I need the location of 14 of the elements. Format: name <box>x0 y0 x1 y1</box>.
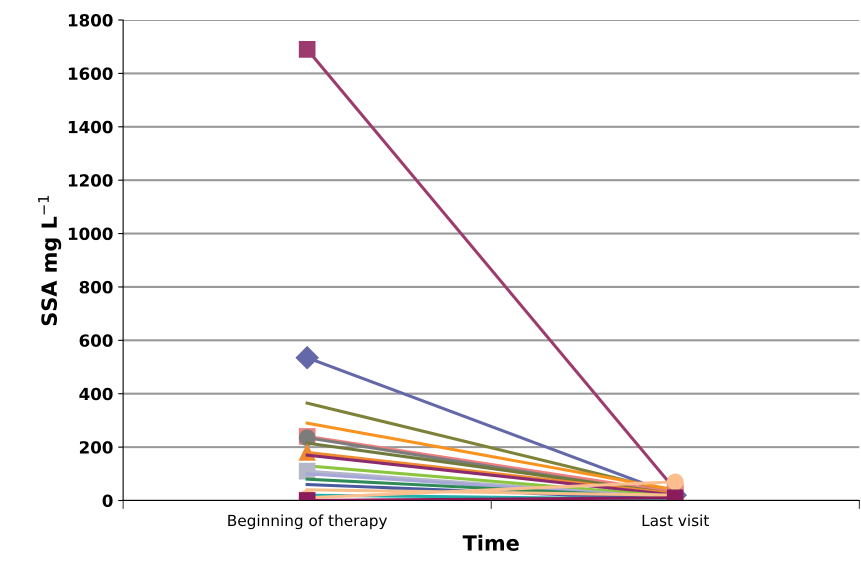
x-tick-label: Beginning of therapy <box>228 514 388 530</box>
x-tick-label: Last visit <box>642 514 709 526</box>
y-tick-label: 600 <box>80 334 113 347</box>
y-tick-label: 200 <box>80 441 113 454</box>
y-tick-label: 800 <box>80 280 113 294</box>
y-tick-label: 1600 <box>68 67 113 80</box>
y-tick-label: 1000 <box>68 228 113 240</box>
x-axis-title: Time <box>462 534 519 551</box>
y-axis-title: SSA mg L$^{−1}$ <box>38 196 62 326</box>
y-tick-label: 1400 <box>68 120 113 134</box>
y-tick-label: 1200 <box>68 174 113 187</box>
y-tick-label: 0 <box>102 494 113 508</box>
y-tick-label: 1800 <box>68 14 113 27</box>
y-tick-label: 400 <box>79 388 113 400</box>
